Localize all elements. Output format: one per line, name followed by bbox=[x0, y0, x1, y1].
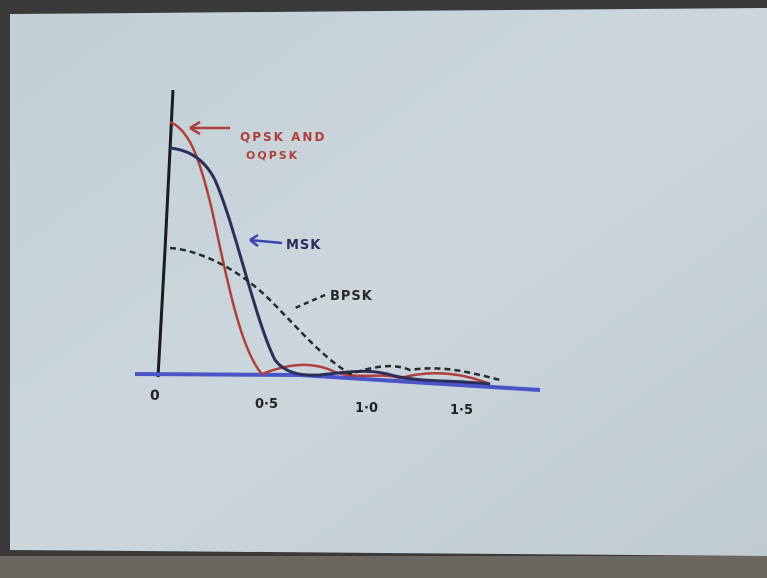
msk-label: MSK bbox=[286, 238, 321, 253]
oqpsk-label: OQPSK bbox=[246, 149, 299, 162]
x-tick-label: 1·5 bbox=[450, 403, 473, 418]
x-tick-label: 1·0 bbox=[355, 401, 378, 416]
board-edge bbox=[0, 556, 767, 578]
x-tick-label: 0 bbox=[150, 388, 160, 404]
qpsk-label: QPSK AND bbox=[240, 130, 326, 144]
page: QPSK AND OQPSK MSK BPSK 0 0·5 1·0 1·5 ((… bbox=[0, 0, 767, 578]
photo: QPSK AND OQPSK MSK BPSK 0 0·5 1·0 1·5 bbox=[0, 0, 767, 578]
x-tick-label: 0·5 bbox=[255, 397, 278, 412]
whiteboard bbox=[10, 8, 767, 556]
bpsk-label: BPSK bbox=[330, 289, 373, 304]
